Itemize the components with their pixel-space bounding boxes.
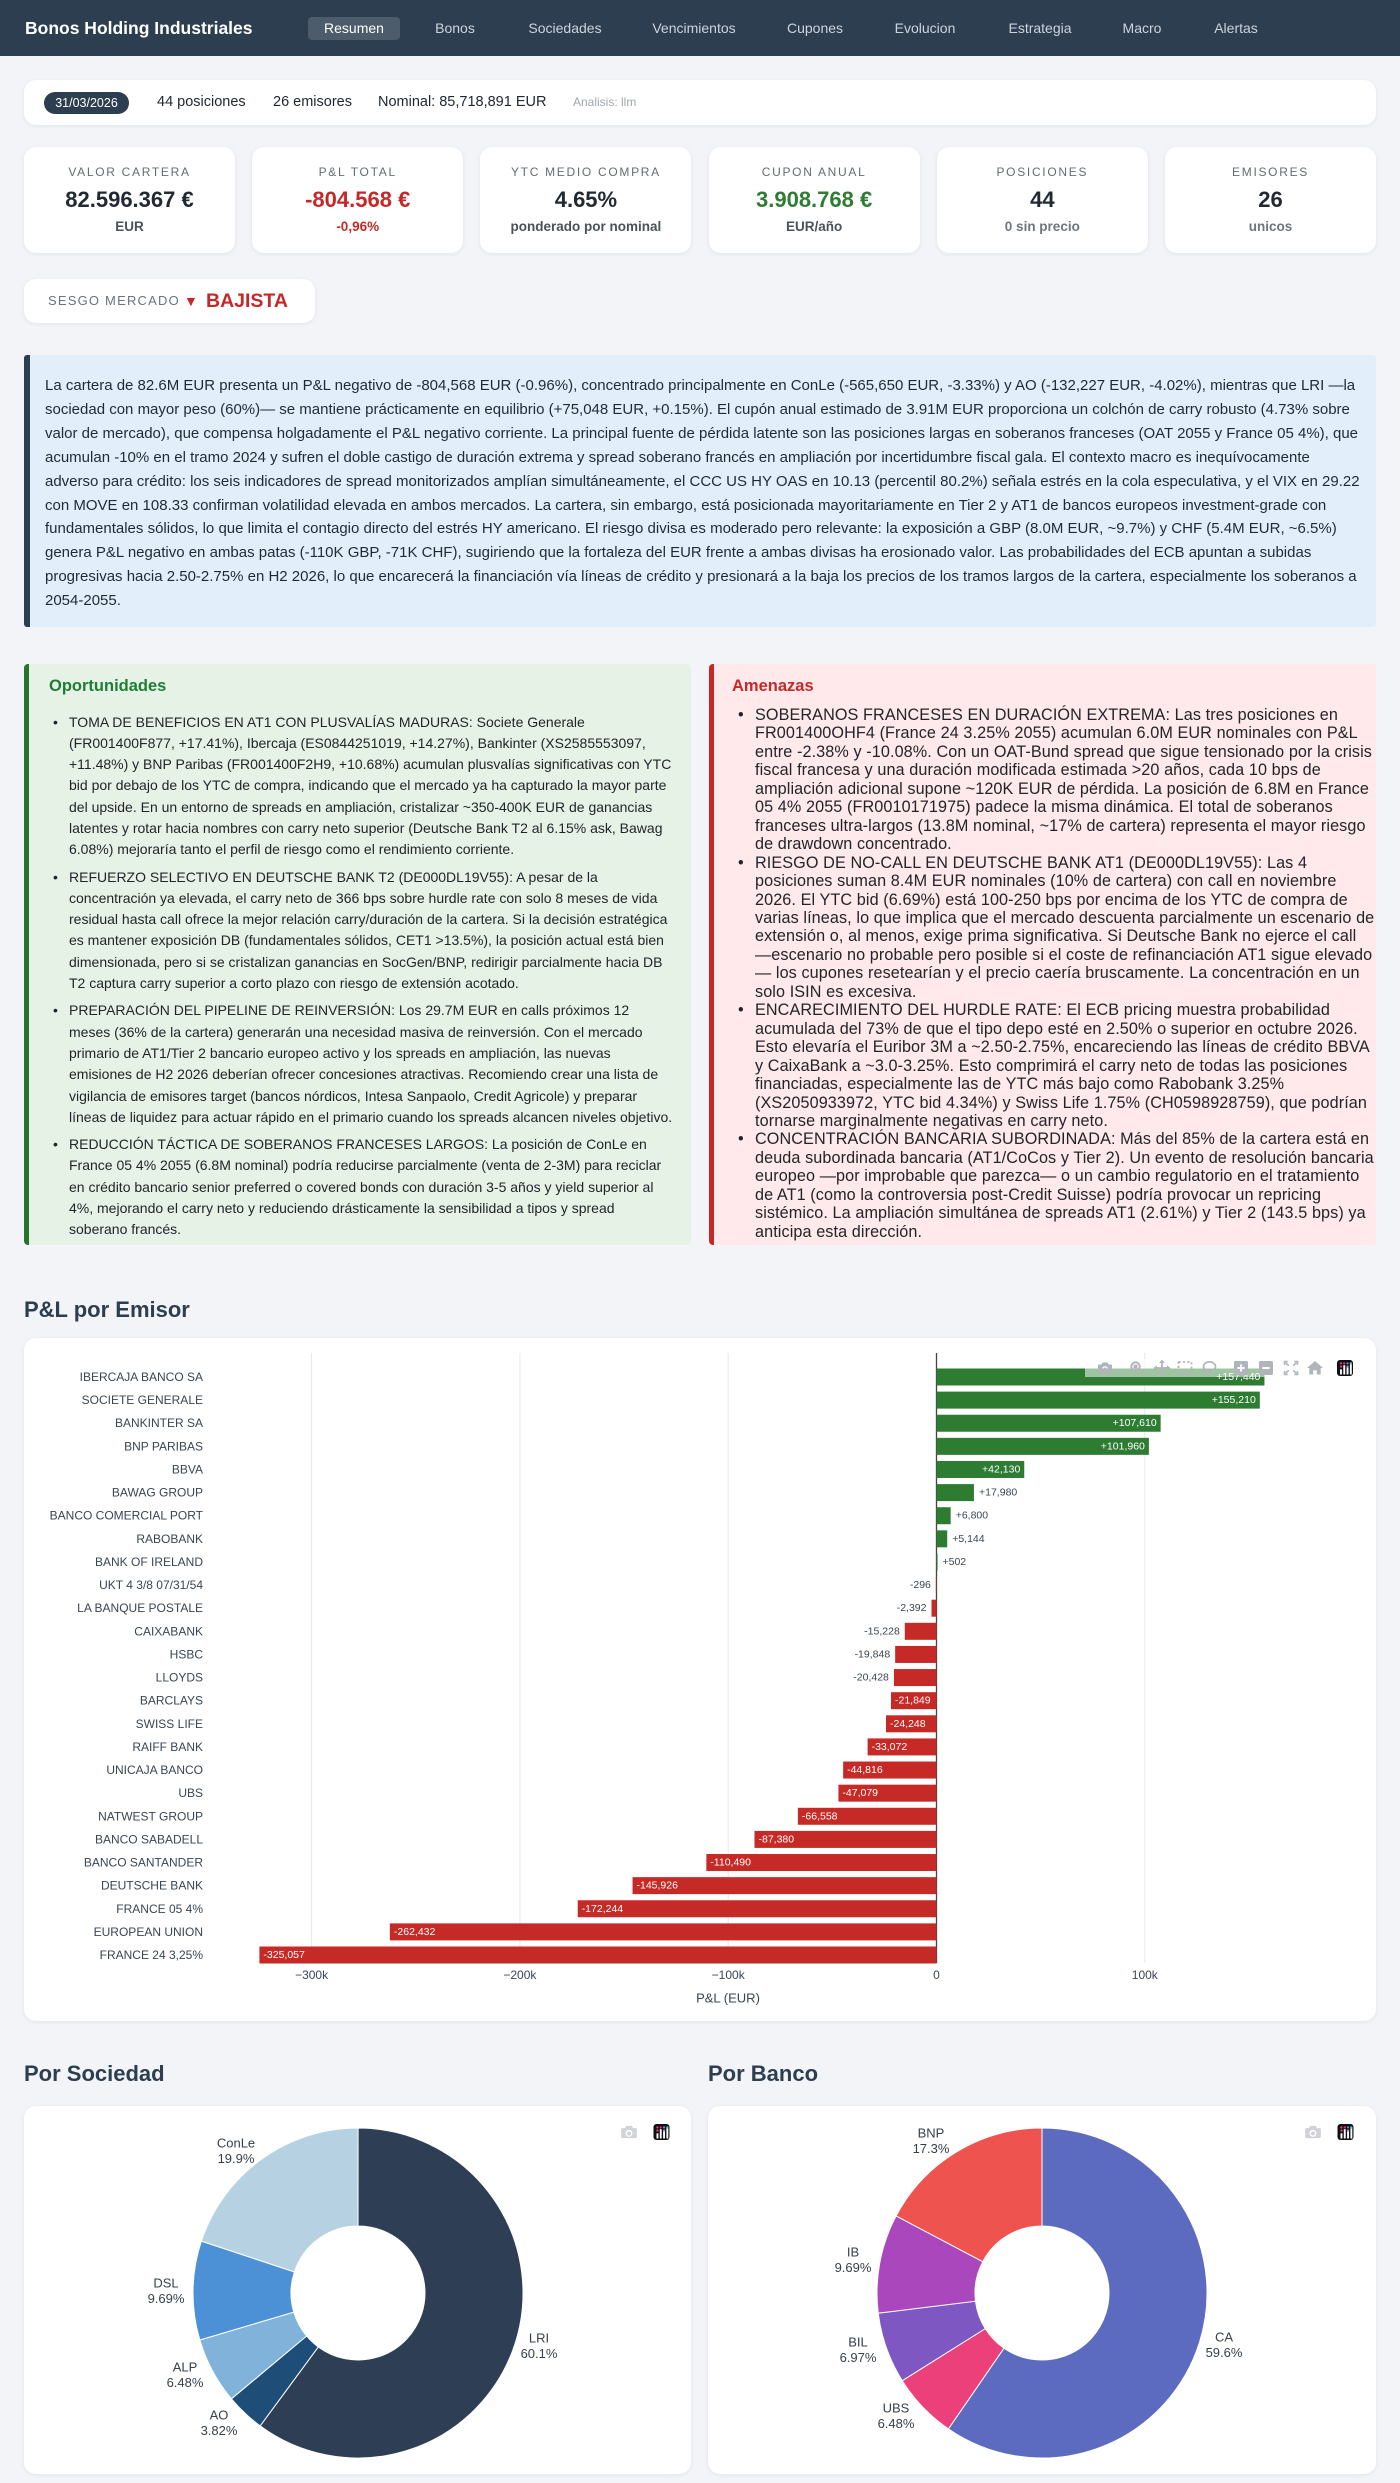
svg-text:-15,228: -15,228: [864, 1625, 900, 1637]
svg-text:−100k: −100k: [712, 1968, 746, 1982]
svg-text:6.97%: 6.97%: [840, 2350, 877, 2365]
svg-text:-296: -296: [910, 1579, 931, 1591]
svg-text:-21,849: -21,849: [895, 1695, 931, 1707]
svg-text:60.1%: 60.1%: [521, 2346, 558, 2361]
svg-text:-145,926: -145,926: [637, 1880, 679, 1892]
svg-text:BAWAG GROUP: BAWAG GROUP: [112, 1486, 203, 1500]
svg-text:BANCO SABADELL: BANCO SABADELL: [95, 1832, 203, 1846]
svg-text:+502: +502: [943, 1556, 967, 1568]
svg-text:+42,130: +42,130: [982, 1464, 1020, 1476]
svg-text:-110,490: -110,490: [710, 1857, 751, 1869]
svg-text:FRANCE 05 4%: FRANCE 05 4%: [116, 1902, 203, 1916]
svg-text:19.9%: 19.9%: [218, 2151, 255, 2166]
svg-text:DEUTSCHE BANK: DEUTSCHE BANK: [101, 1879, 203, 1893]
svg-text:UNICAJA BANCO: UNICAJA BANCO: [106, 1763, 203, 1777]
svg-text:BANK OF IRELAND: BANK OF IRELAND: [95, 1555, 203, 1569]
svg-text:BANKINTER SA: BANKINTER SA: [115, 1416, 203, 1430]
svg-text:-24,248: -24,248: [890, 1718, 926, 1730]
svg-text:-2,392: -2,392: [897, 1602, 927, 1614]
svg-text:-44,816: -44,816: [847, 1764, 883, 1776]
svg-text:3.82%: 3.82%: [201, 2423, 238, 2438]
svg-text:+17,980: +17,980: [979, 1487, 1017, 1499]
svg-text:ALP: ALP: [173, 2360, 198, 2375]
svg-text:BARCLAYS: BARCLAYS: [140, 1694, 203, 1708]
svg-text:+5,144: +5,144: [952, 1533, 985, 1545]
svg-text:−300k: −300k: [295, 1968, 329, 1982]
svg-text:BIL: BIL: [848, 2335, 868, 2350]
svg-text:BBVA: BBVA: [172, 1463, 203, 1477]
svg-text:RABOBANK: RABOBANK: [136, 1532, 203, 1546]
svg-text:59.6%: 59.6%: [1206, 2345, 1243, 2360]
svg-text:CAIXABANK: CAIXABANK: [134, 1624, 203, 1638]
svg-text:DSL: DSL: [153, 2276, 178, 2291]
svg-text:UBS: UBS: [178, 1786, 203, 1800]
svg-text:-20,428: -20,428: [853, 1672, 889, 1684]
svg-text:CA: CA: [1215, 2330, 1233, 2345]
svg-text:LRI: LRI: [529, 2331, 549, 2346]
svg-text:SWISS LIFE: SWISS LIFE: [136, 1717, 203, 1731]
svg-text:HSBC: HSBC: [170, 1647, 204, 1661]
svg-text:+107,610: +107,610: [1113, 1417, 1157, 1429]
svg-text:BNP PARIBAS: BNP PARIBAS: [124, 1439, 203, 1453]
svg-text:EUROPEAN UNION: EUROPEAN UNION: [94, 1925, 203, 1939]
svg-text:-262,432: -262,432: [394, 1926, 436, 1938]
svg-text:9.69%: 9.69%: [148, 2291, 185, 2306]
svg-text:P&L (EUR): P&L (EUR): [696, 1991, 760, 2006]
svg-text:UBS: UBS: [883, 2401, 910, 2416]
svg-text:100k: 100k: [1132, 1968, 1159, 1982]
svg-text:FRANCE 24 3,25%: FRANCE 24 3,25%: [100, 1948, 204, 1962]
svg-text:SOCIETE GENERALE: SOCIETE GENERALE: [82, 1393, 203, 1407]
svg-text:RAIFF BANK: RAIFF BANK: [132, 1740, 203, 1754]
svg-text:UKT 4 3/8 07/31/54: UKT 4 3/8 07/31/54: [99, 1578, 203, 1592]
svg-text:AO: AO: [210, 2408, 229, 2423]
svg-text:IBERCAJA BANCO SA: IBERCAJA BANCO SA: [80, 1370, 203, 1384]
svg-text:BANCO COMERCIAL PORT: BANCO COMERCIAL PORT: [50, 1509, 204, 1523]
svg-text:ConLe: ConLe: [217, 2136, 255, 2151]
svg-text:IB: IB: [847, 2245, 859, 2260]
svg-text:6.48%: 6.48%: [878, 2416, 915, 2431]
svg-text:6.48%: 6.48%: [167, 2375, 204, 2390]
svg-text:+155,210: +155,210: [1212, 1394, 1256, 1406]
svg-text:9.69%: 9.69%: [835, 2260, 872, 2275]
svg-text:BNP: BNP: [918, 2126, 945, 2141]
svg-text:NATWEST GROUP: NATWEST GROUP: [98, 1809, 203, 1823]
svg-text:+101,960: +101,960: [1101, 1440, 1145, 1452]
svg-text:LLOYDS: LLOYDS: [156, 1671, 203, 1685]
svg-text:0: 0: [933, 1968, 940, 1982]
svg-text:+6,800: +6,800: [956, 1510, 989, 1522]
svg-text:-66,558: -66,558: [802, 1810, 838, 1822]
svg-text:17.3%: 17.3%: [913, 2141, 950, 2156]
svg-text:BANCO SANTANDER: BANCO SANTANDER: [84, 1856, 203, 1870]
svg-text:-172,244: -172,244: [582, 1903, 624, 1915]
svg-text:−200k: −200k: [503, 1968, 537, 1982]
svg-text:-87,380: -87,380: [759, 1833, 795, 1845]
svg-text:-19,848: -19,848: [855, 1648, 891, 1660]
svg-text:-33,072: -33,072: [872, 1741, 908, 1753]
svg-text:LA BANQUE POSTALE: LA BANQUE POSTALE: [77, 1601, 203, 1615]
svg-text:-47,079: -47,079: [842, 1787, 878, 1799]
svg-text:-325,057: -325,057: [263, 1949, 305, 1961]
